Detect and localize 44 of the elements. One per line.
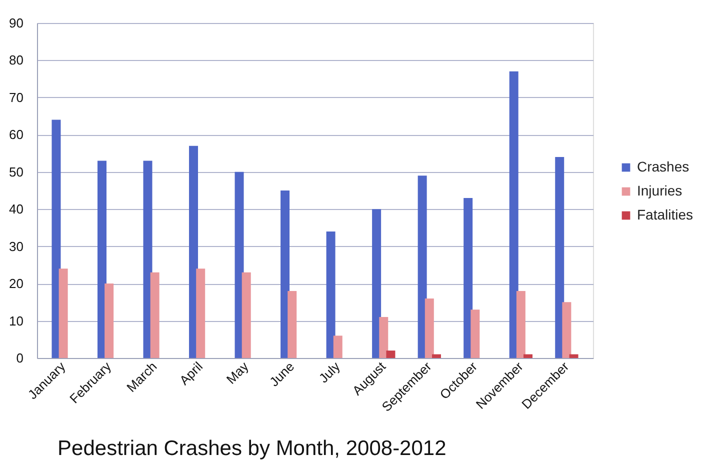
bar: [288, 291, 297, 358]
bar: [234, 172, 244, 358]
y-tick-label: 0: [16, 350, 24, 366]
bar: [524, 354, 533, 358]
y-tick-label: 60: [9, 127, 24, 142]
bar: [386, 350, 396, 358]
y-tick-label: 50: [9, 164, 24, 180]
x-tick-label: July: [316, 358, 344, 386]
bar: [150, 272, 160, 358]
legend-label: Fatalities: [637, 206, 694, 222]
bar: [189, 146, 198, 358]
bar: [418, 176, 427, 358]
bar: [58, 268, 68, 358]
bar: [333, 336, 342, 358]
bar: [52, 120, 61, 358]
bar: [372, 209, 382, 358]
y-tick-label: 70: [9, 90, 24, 105]
bar: [509, 71, 518, 358]
legend-label: Crashes: [637, 158, 690, 174]
y-tick-label: 90: [9, 16, 24, 30]
bar: [470, 310, 480, 358]
bar: [424, 298, 434, 358]
bar: [326, 231, 336, 358]
bar: [143, 160, 152, 358]
text: Pedestrian Crashes by Month, 2008-2012: [58, 436, 446, 460]
y-tick-label: 30: [9, 238, 24, 254]
bar: [196, 268, 206, 358]
legend-label: Injuries: [637, 182, 682, 198]
y-tick-label: 40: [9, 202, 24, 217]
bar: [104, 284, 114, 358]
bar: [379, 317, 388, 358]
bar: [555, 157, 564, 358]
y-tick-label: 80: [9, 52, 24, 68]
bar: [280, 190, 290, 358]
bar: [242, 272, 251, 358]
bar: [432, 354, 441, 358]
bar: [97, 160, 106, 358]
y-tick-label: 10: [9, 313, 24, 328]
bar: [516, 291, 526, 358]
x-tick-label: May: [223, 358, 252, 387]
y-tick-label: 20: [9, 276, 24, 292]
bar: [464, 198, 473, 358]
bar: [562, 302, 572, 358]
bar: [569, 354, 578, 358]
